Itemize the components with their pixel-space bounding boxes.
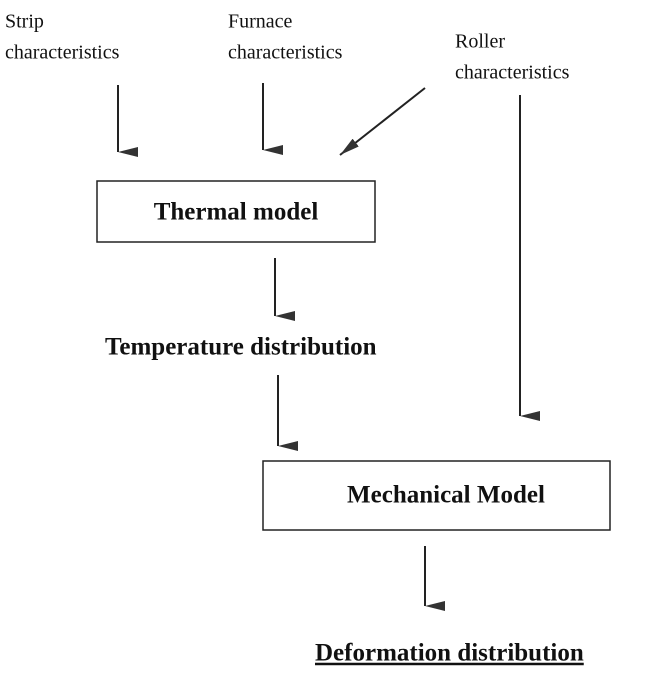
thermal-model-box — [96, 180, 376, 243]
input-label: characteristics — [228, 42, 343, 64]
input-label: Furnace — [228, 11, 293, 33]
input-label: characteristics — [455, 62, 570, 84]
node-label: Mechanical Model — [347, 482, 545, 509]
input-label: Strip — [5, 11, 44, 33]
input-label: Roller — [455, 31, 505, 53]
node-label: Deformation distribution — [315, 640, 584, 667]
node-label: Thermal model — [154, 199, 319, 226]
node-label: Temperature distribution — [105, 334, 377, 361]
input-label: characteristics — [5, 42, 120, 64]
mechanical-model-box — [262, 460, 611, 531]
arrow — [339, 87, 426, 156]
